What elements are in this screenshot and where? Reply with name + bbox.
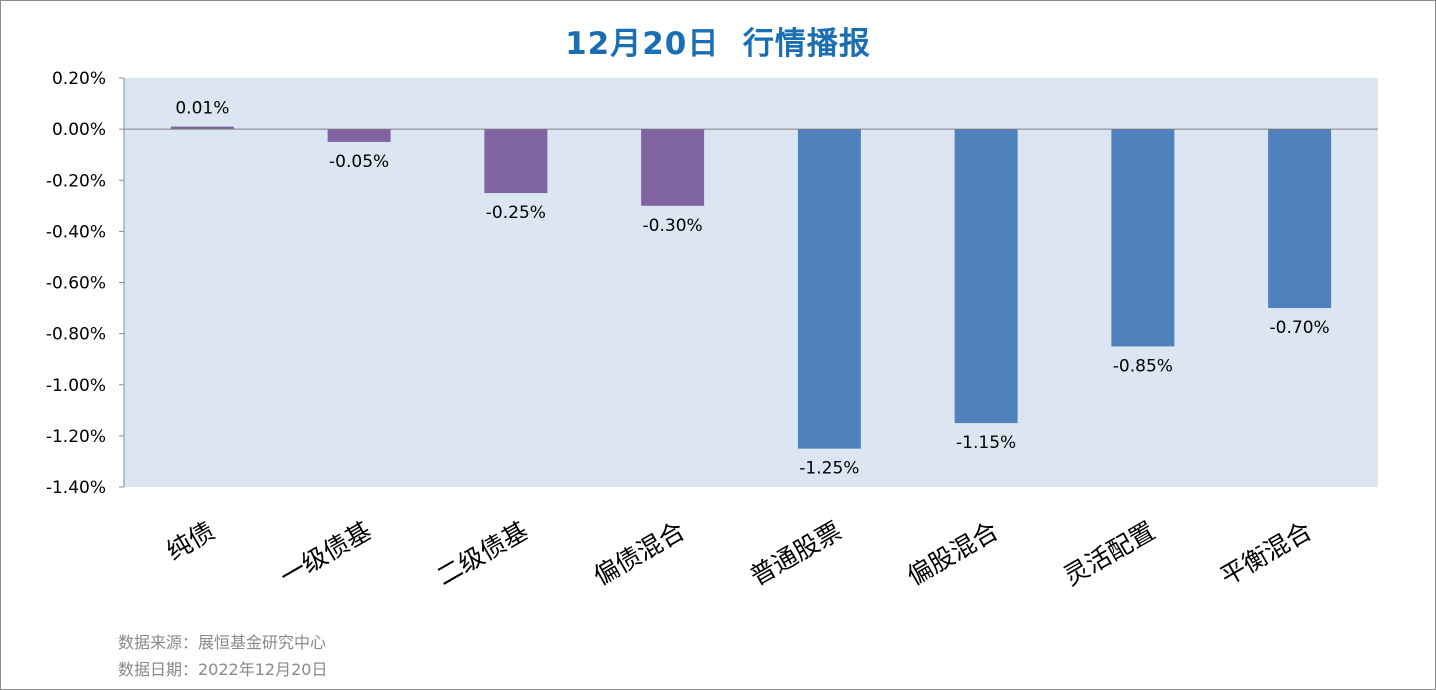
data-label: -1.15%: [956, 433, 1016, 453]
data-label: -0.05%: [329, 152, 389, 172]
category-label: 普通股票: [745, 516, 846, 591]
bar: [641, 129, 705, 206]
category-label: 平衡混合: [1216, 516, 1317, 591]
bars: [170, 126, 1332, 449]
y-tick-label: -0.60%: [46, 274, 106, 294]
data-label: -1.25%: [799, 459, 859, 479]
source-note: 数据来源：展恒基金研究中心: [118, 633, 327, 652]
y-tick-label: -0.20%: [46, 171, 106, 191]
data-label: -0.25%: [486, 203, 546, 223]
bar: [797, 129, 861, 449]
category-label: 纯债: [162, 516, 220, 566]
bar: [1268, 129, 1332, 309]
y-tick-label: -1.40%: [46, 478, 106, 498]
data-label: -0.70%: [1270, 318, 1330, 338]
y-tick-label: -1.20%: [46, 427, 106, 447]
y-tick-label: -0.40%: [46, 222, 106, 242]
bar: [484, 129, 548, 194]
category-labels: 纯债 一级债基 二级债基 偏债混合 普通股票 偏股混合 灵活配置 平衡混合: [162, 516, 1317, 591]
chart-title: 12月20日 行情播报: [565, 26, 871, 62]
category-label: 偏债混合: [589, 516, 690, 591]
bar: [170, 126, 234, 130]
y-tick-label: -0.80%: [46, 325, 106, 345]
data-label: -0.30%: [643, 216, 703, 236]
y-tick-label: 0.00%: [52, 120, 106, 140]
bar: [954, 129, 1018, 424]
date-note: 数据日期：2022年12月20日: [118, 660, 328, 679]
category-label: 一级债基: [275, 516, 376, 591]
bar: [1111, 129, 1175, 347]
category-label: 偏股混合: [902, 516, 1003, 591]
y-tick-label: 0.20%: [52, 69, 106, 89]
category-label: 灵活配置: [1059, 516, 1160, 591]
category-label: 二级债基: [432, 516, 533, 591]
bar: [327, 129, 391, 142]
y-axis-ticks: 0.20% 0.00% -0.20% -0.40% -0.60% -0.80% -1.00%…: [46, 69, 124, 498]
y-tick-label: -1.00%: [46, 376, 106, 396]
data-label: -0.85%: [1113, 356, 1173, 376]
data-labels: 0.01% -0.05% -0.25% -0.30% -1.25% -1.15% -0.85…: [175, 99, 1329, 479]
plot-area: [124, 78, 1378, 487]
data-label: 0.01%: [175, 99, 229, 119]
